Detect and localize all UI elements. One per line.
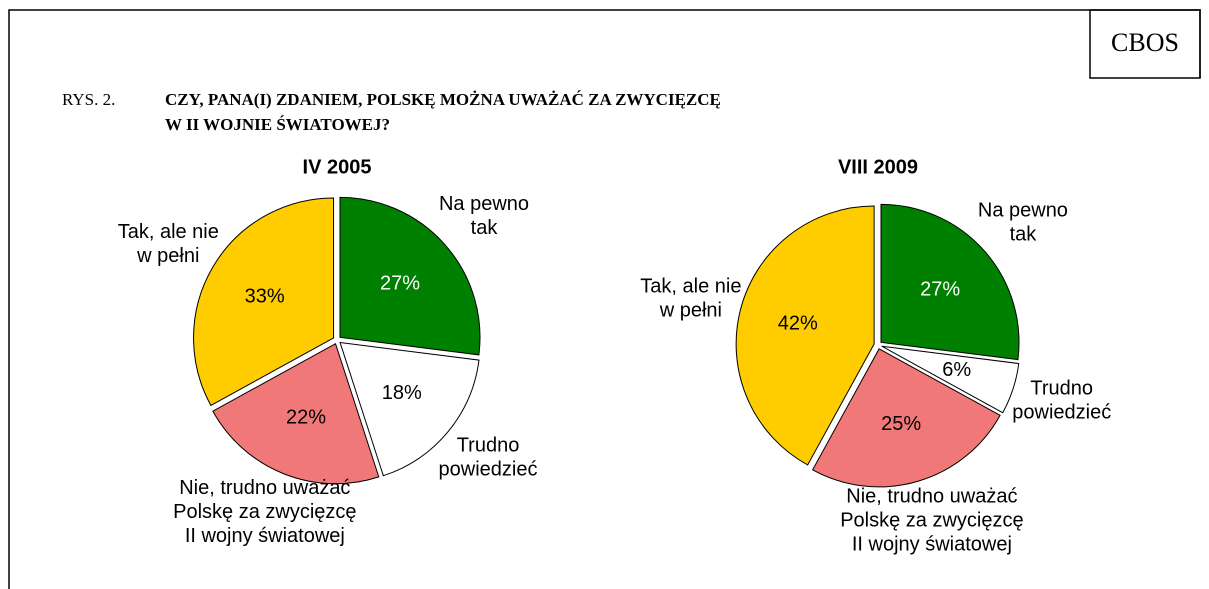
slice-label: Nie, trudno uważać Polskę za zwycięzcę II …: [840, 486, 1023, 556]
data-label: 18%: [382, 382, 422, 404]
title: W II WOJNIE ŚWIATOWEJ?: [165, 115, 390, 134]
pie-slice: [212, 342, 380, 485]
slice-label: Trudno powiedzieć: [439, 435, 538, 481]
title: CZY, PANA(I) ZDANIEM, POLSKĘ MOŻNA UWAŻA…: [165, 90, 721, 109]
slice-label: Tak, ale nie w pełni: [640, 276, 741, 322]
data-label: 42%: [778, 313, 818, 335]
pie-slice: [881, 345, 1020, 414]
pie-title: IV 2005: [303, 156, 372, 178]
slice-label: Nie, trudno uważać Polskę za zwycięzcę II …: [173, 477, 356, 547]
pie-slice: [880, 203, 1020, 361]
slice-label: Tak, ale nie w pełni: [118, 221, 219, 267]
slice-label: Trudno powiedzieć: [1012, 378, 1111, 424]
data-label: 27%: [920, 279, 960, 301]
pie-slice: [339, 196, 481, 356]
pie-slice: [811, 348, 1001, 488]
pie-slice: [735, 205, 875, 466]
pie-title: VIII 2009: [838, 156, 918, 178]
data-label: 27%: [380, 273, 420, 295]
pie-slice: [193, 197, 335, 407]
brand-box: [1089, 9, 1201, 79]
figure-label: RYS. 2.: [62, 90, 115, 109]
data-label: 6%: [942, 359, 971, 381]
pie-slice: [339, 341, 480, 477]
data-label: 22%: [286, 406, 326, 428]
data-label: 33%: [245, 286, 285, 308]
data-label: 25%: [881, 413, 921, 435]
slice-label: Na pewno tak: [978, 200, 1068, 246]
slice-label: Na pewno tak: [439, 193, 529, 239]
brand: CBOS: [1111, 28, 1179, 57]
